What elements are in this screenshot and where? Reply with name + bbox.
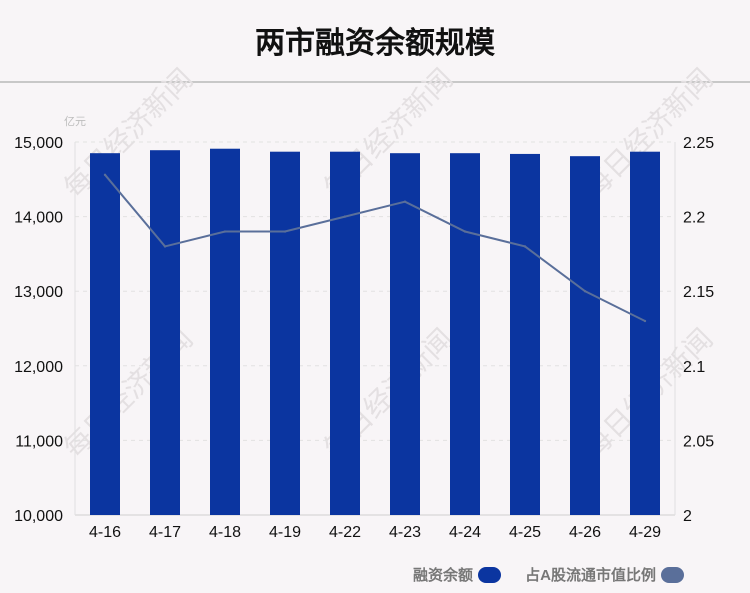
legend-label-balance: 融资余额	[413, 566, 473, 584]
line-point	[463, 230, 467, 233]
right-tick-label: 2	[683, 508, 692, 525]
x-tick-label: 4-18	[209, 524, 241, 541]
bar	[630, 151, 660, 515]
left-tick-label: 14,000	[14, 210, 63, 227]
bar	[90, 153, 120, 515]
ratio-line	[104, 174, 646, 322]
bar	[390, 153, 420, 515]
right-axis-ticks: 2 2.05 2.1 2.15 2.2 2.25	[683, 135, 714, 525]
right-tick-label: 2.25	[683, 135, 714, 152]
line-point	[103, 173, 107, 177]
x-tick-label: 4-16	[89, 524, 121, 541]
x-tick-label: 4-24	[449, 524, 481, 541]
line-point	[523, 245, 527, 248]
line-series	[103, 173, 647, 323]
left-axis-ticks: 10,000 11,000 12,000 13,000 14,000 15,000	[14, 135, 63, 525]
left-tick-label: 15,000	[14, 135, 63, 152]
x-tick-label: 4-17	[149, 524, 181, 541]
x-tick-label: 4-26	[569, 524, 601, 541]
x-tick-label: 4-29	[629, 524, 661, 541]
x-tick-label: 4-23	[389, 524, 421, 541]
line-point	[403, 200, 407, 203]
left-tick-label: 13,000	[14, 284, 63, 301]
x-tick-label: 4-22	[329, 524, 361, 541]
legend-label-ratio: 占A股流通市值比例	[525, 566, 656, 584]
bar	[510, 153, 540, 515]
legend: 融资余额 占A股流通市值比例	[413, 566, 684, 584]
bar	[150, 150, 180, 515]
line-point	[643, 319, 647, 323]
right-tick-label: 2.15	[683, 284, 714, 301]
x-tick-label: 4-25	[509, 524, 541, 541]
title-divider	[0, 81, 750, 83]
bar	[570, 156, 600, 515]
bar	[210, 148, 240, 516]
left-axis-unit: 亿元	[64, 115, 86, 128]
bar-series	[90, 148, 660, 516]
chart-title: 两市融资余额规模	[255, 27, 495, 60]
right-tick-label: 2.2	[683, 210, 705, 227]
left-tick-label: 11,000	[15, 433, 63, 450]
bar	[450, 153, 480, 515]
bar	[330, 151, 360, 515]
line-point	[343, 215, 347, 218]
line-point	[163, 245, 167, 248]
line-point	[583, 290, 587, 293]
left-tick-label: 12,000	[14, 359, 63, 376]
line-point	[223, 230, 227, 233]
left-tick-label: 10,000	[14, 508, 63, 525]
x-tick-label: 4-19	[269, 524, 301, 541]
right-tick-label: 2.1	[683, 359, 705, 376]
legend-swatch-balance	[478, 567, 501, 583]
x-axis-ticks: 4-16 4-17 4-18 4-19 4-22 4-23 4-24 4-25 4-26 4-29	[89, 524, 661, 541]
bar	[270, 151, 300, 515]
line-point	[283, 230, 287, 233]
right-tick-label: 2.05	[683, 433, 714, 450]
legend-swatch-ratio	[661, 567, 684, 583]
